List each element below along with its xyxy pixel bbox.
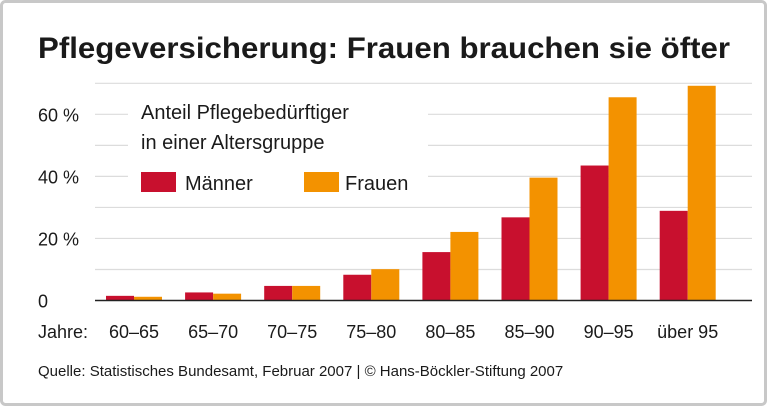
bar-maenner: [501, 217, 530, 301]
bar-maenner: [343, 274, 372, 301]
legend-title-line-2: in einer Altersgruppe: [141, 132, 324, 154]
legend-label-maenner: Männer: [185, 173, 253, 195]
x-tick-labels: 60–65 65–70 70–75 75–80 80–85 85–90 90–95 über …: [109, 322, 718, 342]
y-tick-label: 40 %: [38, 167, 79, 187]
x-tick-label: über 95: [657, 322, 718, 342]
bars: [106, 85, 716, 301]
bar-maenner: [580, 165, 609, 301]
bar-frauen: [213, 293, 242, 301]
y-tick-label: 20 %: [38, 229, 79, 249]
bar-frauen: [134, 296, 162, 301]
source-note: Quelle: Statistisches Bundesamt, Februar…: [38, 363, 563, 380]
legend-title-line-1: Anteil Pflegebedürftiger: [141, 102, 349, 124]
y-tick-label: 0: [38, 292, 48, 312]
x-tick-label: 70–75: [267, 322, 317, 342]
x-axis-label: Jahre:: [38, 322, 88, 342]
bar-maenner: [106, 295, 134, 301]
bar-frauen: [292, 285, 321, 301]
x-tick-label: 90–95: [584, 322, 634, 342]
x-tick-label: 75–80: [346, 322, 396, 342]
bar-maenner: [264, 285, 293, 301]
legend-background: [128, 86, 428, 204]
x-tick-label: 85–90: [504, 322, 554, 342]
legend-swatch-maenner: [141, 172, 176, 192]
bar-maenner: [422, 252, 451, 301]
bar-frauen: [687, 85, 716, 301]
legend-swatch-frauen: [304, 172, 339, 192]
y-tick-label: 60 %: [38, 105, 79, 125]
x-tick-label: 60–65: [109, 322, 159, 342]
y-tick-labels: 0 20 % 40 % 60 %: [38, 105, 79, 311]
bar-frauen: [371, 269, 400, 301]
x-tick-label: 65–70: [188, 322, 238, 342]
bar-frauen: [608, 97, 637, 301]
legend-label-frauen: Frauen: [345, 173, 408, 195]
bar-frauen: [450, 231, 479, 301]
chart-title: Pflegeversicherung: Frauen brauchen sie …: [38, 32, 730, 65]
x-tick-label: 80–85: [425, 322, 475, 342]
bar-frauen: [529, 177, 558, 301]
bar-maenner: [185, 292, 214, 301]
bar-maenner: [659, 210, 688, 301]
